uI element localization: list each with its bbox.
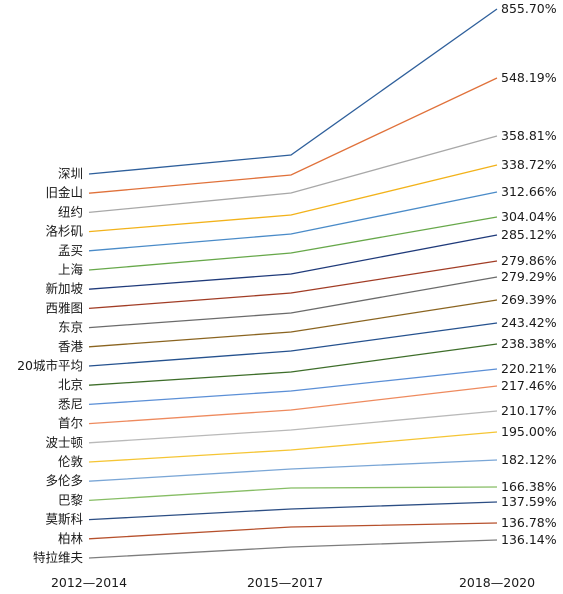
series-line-12 xyxy=(88,343,498,386)
end-value-label: 304.04% xyxy=(501,209,557,224)
series-line-7 xyxy=(88,234,498,290)
x-tick-label: 2015—2017 xyxy=(247,575,323,590)
series-line-15 xyxy=(88,410,498,444)
end-value-label: 285.12% xyxy=(501,227,557,242)
end-value-label: 312.66% xyxy=(501,184,557,199)
city-label: 深圳 xyxy=(58,166,83,181)
series-line-21 xyxy=(88,539,498,559)
end-value-label: 279.29% xyxy=(501,269,557,284)
series-line-18 xyxy=(88,486,498,502)
city-label: 悉尼 xyxy=(58,396,83,411)
city-label: 东京 xyxy=(58,320,83,335)
city-label: 洛杉矶 xyxy=(45,224,83,239)
end-value-label: 279.86% xyxy=(501,253,557,268)
series-line-1 xyxy=(88,8,498,175)
series-line-8 xyxy=(88,260,498,310)
x-tick-label: 2012—2014 xyxy=(51,575,127,590)
city-label: 特拉维夫 xyxy=(33,550,84,565)
series-lines xyxy=(88,8,498,559)
end-value-label: 182.12% xyxy=(501,452,557,467)
series-line-11 xyxy=(88,322,498,367)
x-tick-label: 2018—2020 xyxy=(459,575,535,590)
end-value-label: 220.21% xyxy=(501,361,557,376)
end-value-label: 238.38% xyxy=(501,336,557,351)
series-line-9 xyxy=(88,276,498,329)
series-line-17 xyxy=(88,459,498,482)
series-line-13 xyxy=(88,368,498,406)
city-label: 西雅图 xyxy=(45,300,83,315)
series-line-20 xyxy=(88,522,498,540)
city-label: 新加坡 xyxy=(45,281,83,296)
city-label: 纽约 xyxy=(58,204,83,219)
end-value-label: 548.19% xyxy=(501,70,557,85)
x-axis: 2012—2014 2015—2017 2018—2020 xyxy=(51,575,535,590)
city-label: 首尔 xyxy=(58,416,83,431)
city-label: 柏林 xyxy=(58,531,84,546)
city-label: 伦敦 xyxy=(58,454,84,469)
end-value-label: 243.42% xyxy=(501,315,557,330)
city-label: 20城市平均 xyxy=(17,358,83,373)
city-label: 莫斯科 xyxy=(45,512,83,527)
end-value-label: 210.17% xyxy=(501,403,557,418)
end-value-label: 217.46% xyxy=(501,378,557,393)
city-label: 孟买 xyxy=(58,243,83,258)
series-line-10 xyxy=(88,299,498,348)
city-label: 波士顿 xyxy=(45,435,83,450)
city-label: 巴黎 xyxy=(58,492,84,507)
end-value-label: 338.72% xyxy=(501,157,557,172)
end-value-label: 195.00% xyxy=(501,424,557,439)
series-line-14 xyxy=(88,385,498,425)
end-value-label: 136.78% xyxy=(501,515,557,530)
series-line-19 xyxy=(88,501,498,521)
series-line-6 xyxy=(88,216,498,271)
city-label: 香港 xyxy=(58,339,84,354)
end-value-label: 137.59% xyxy=(501,494,557,509)
series-line-3 xyxy=(88,135,498,214)
series-line-4 xyxy=(88,164,498,233)
city-label: 北京 xyxy=(58,377,83,392)
end-value-labels: 855.70% 548.19% 358.81% 338.72% 312.66% 304.0… xyxy=(501,1,557,547)
series-line-5 xyxy=(88,191,498,252)
end-value-label: 136.14% xyxy=(501,532,557,547)
end-value-label: 855.70% xyxy=(501,1,557,16)
series-line-16 xyxy=(88,431,498,463)
city-label: 上海 xyxy=(58,262,84,277)
end-value-label: 269.39% xyxy=(501,292,557,307)
city-label: 多伦多 xyxy=(45,473,83,488)
end-value-label: 358.81% xyxy=(501,128,557,143)
end-value-label: 166.38% xyxy=(501,479,557,494)
series-line-2 xyxy=(88,77,498,194)
city-label: 旧金山 xyxy=(45,185,83,200)
